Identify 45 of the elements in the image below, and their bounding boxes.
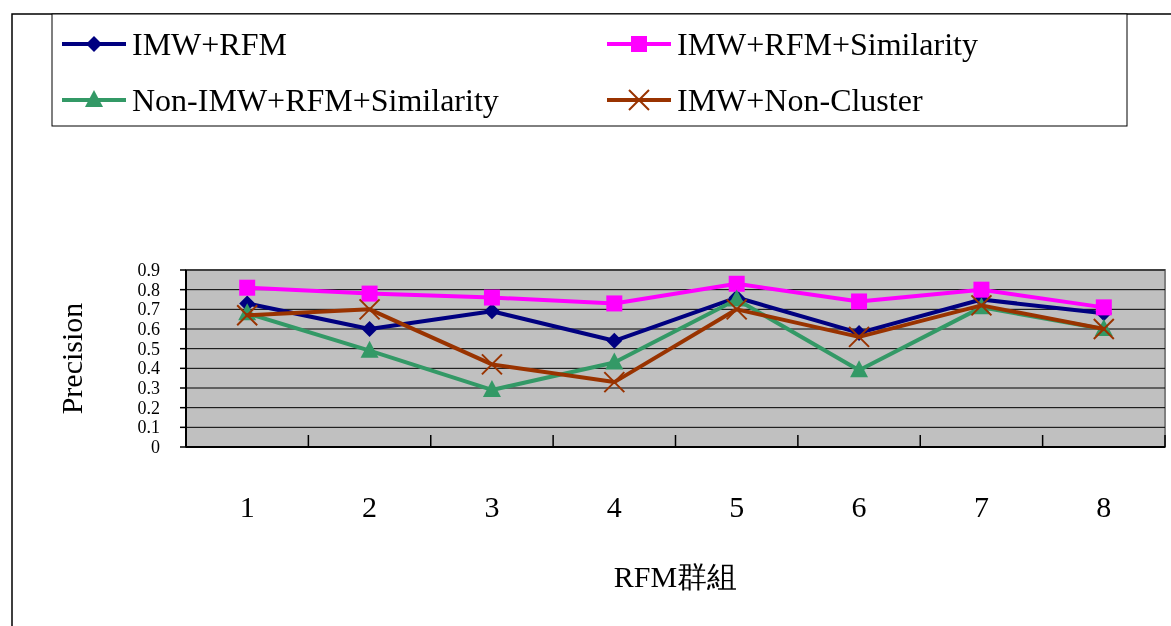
point	[482, 379, 501, 397]
x-tick-label: 1	[239, 490, 255, 523]
y-tick-label: 0.6	[137, 319, 160, 339]
legend-label: Non-IMW+RFM+Similarity	[132, 82, 499, 118]
y-tick-label: 0.4	[137, 358, 160, 379]
point	[728, 275, 745, 292]
point	[239, 279, 256, 296]
y-tick-label: 0.5	[137, 338, 160, 359]
point	[361, 321, 378, 337]
point	[1095, 299, 1112, 316]
point	[358, 298, 381, 321]
y-tick-label: 0.1	[137, 417, 160, 438]
y-tick-label: 0.2	[137, 397, 160, 418]
legend-label: IMW+Non-Cluster	[677, 82, 923, 118]
y-tick-label: 0.7	[137, 299, 160, 320]
x-tick-label: 7	[973, 490, 989, 523]
x-tick-label: 4	[606, 490, 622, 523]
point	[848, 325, 871, 348]
point	[483, 303, 500, 320]
point	[850, 360, 869, 378]
y-tick-label: 0.8	[137, 279, 160, 300]
point	[236, 304, 259, 327]
point	[725, 298, 748, 321]
x-tick-label: 2	[362, 490, 378, 523]
point	[360, 340, 379, 358]
y-axis-title: Precision	[55, 302, 88, 415]
point	[851, 293, 868, 310]
y-tick-label: 0.3	[137, 378, 160, 398]
y-tick-label: 0.9	[137, 260, 160, 280]
point	[605, 352, 624, 370]
x-tick-label: 3	[484, 490, 500, 523]
point	[361, 285, 378, 302]
legend-label: IMW+RFM	[132, 26, 287, 62]
x-tick-label: 8	[1096, 490, 1112, 523]
x-tick-label: 5	[729, 490, 745, 523]
point	[606, 295, 623, 312]
point	[483, 289, 500, 306]
y-tick-label: 0	[151, 437, 160, 457]
point	[973, 281, 990, 298]
x-axis-title: RFM群組	[613, 560, 738, 593]
point	[603, 371, 626, 394]
point	[480, 353, 503, 376]
legend-label: IMW+RFM+Similarity	[677, 26, 978, 62]
point	[606, 332, 623, 349]
x-tick-label: 6	[851, 490, 867, 523]
